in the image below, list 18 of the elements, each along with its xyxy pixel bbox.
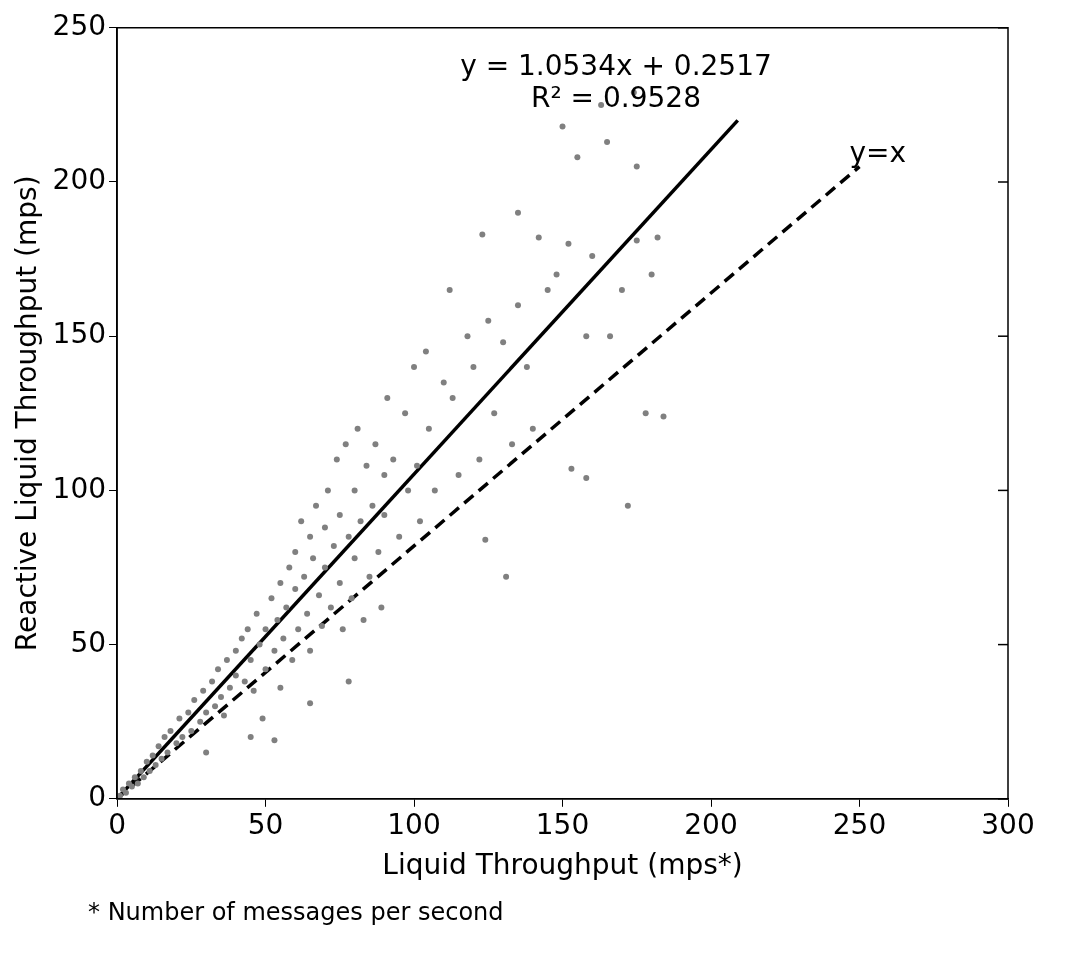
y-tick-label: 0 (88, 780, 107, 814)
x-tick-label: 300 (981, 807, 1035, 841)
x-tick-label: 150 (535, 807, 590, 841)
annotation: R² = 0.9528 (531, 81, 701, 115)
x-tick-label: 100 (387, 807, 441, 841)
x-axis-title: Liquid Throughput (mps*) (382, 848, 743, 882)
annotation: y = 1.0534x + 0.2517 (460, 49, 772, 83)
series-label: y=x (849, 135, 907, 169)
y-tick-label: 200 (52, 163, 107, 197)
x-tick-label: 50 (247, 807, 284, 841)
y-tick-label: 50 (70, 625, 107, 659)
x-tick-label: 250 (832, 807, 887, 841)
y-axis-title: Reactive Liquid Throughput (mps) (10, 175, 44, 652)
y-tick-label: 250 (52, 9, 107, 43)
y-tick-label: 150 (52, 317, 107, 351)
text: * Number of messages per second (88, 898, 505, 926)
y-tick-label: 100 (52, 471, 107, 505)
x-tick-label: 200 (684, 807, 738, 841)
